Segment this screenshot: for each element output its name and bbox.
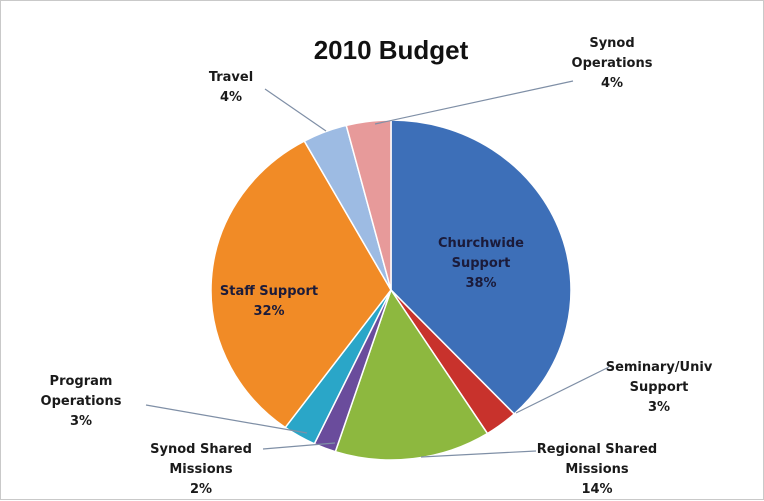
leader-line	[262, 442, 336, 450]
labels-layer: Churchwide Support 38% Seminary/Univ Support…	[41, 36, 713, 497]
leader-line	[374, 80, 574, 125]
slice-label: Seminary/Univ Support 3%	[606, 360, 713, 415]
slice-label: Staff Support 32%	[220, 284, 318, 319]
slice-label: Program Operations 3%	[41, 374, 122, 429]
pie-slice	[210, 140, 392, 429]
slice-label: Regional Shared Missions 14%	[537, 442, 657, 497]
slice-label: Travel 4%	[209, 70, 253, 105]
leader-line	[264, 88, 327, 132]
pie-slice	[390, 119, 572, 415]
slice-label: Synod Operations 4%	[572, 36, 653, 91]
leader-line	[515, 366, 610, 414]
chart-title: 2010 Budget	[314, 35, 469, 65]
leader-line	[420, 450, 537, 458]
slice-label: Churchwide Support 38%	[438, 236, 524, 291]
slices-layer	[210, 119, 572, 461]
slice-label: Synod Shared Missions 2%	[150, 442, 252, 497]
leaders-layer	[145, 80, 610, 458]
pie-slice	[334, 288, 489, 461]
leader-line	[145, 404, 308, 434]
